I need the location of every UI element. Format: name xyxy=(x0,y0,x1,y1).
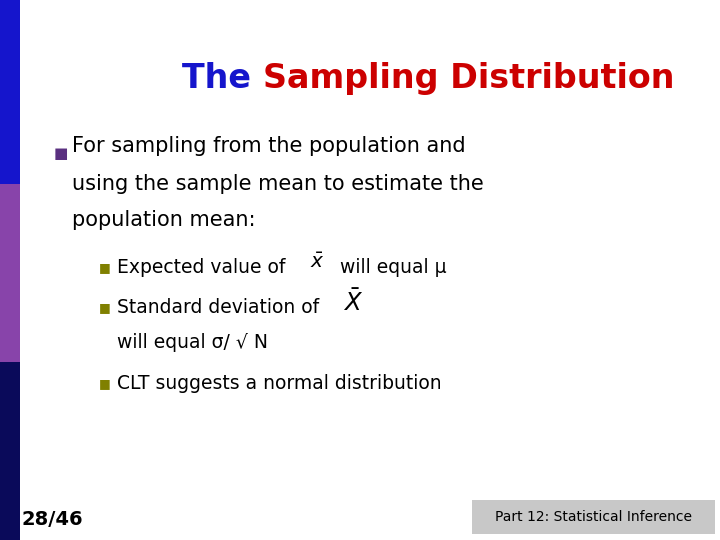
Text: Part 12: Statistical Inference: Part 12: Statistical Inference xyxy=(495,510,692,524)
Text: CLT suggests a normal distribution: CLT suggests a normal distribution xyxy=(117,374,441,393)
Text: 28/46: 28/46 xyxy=(22,510,84,529)
Text: For sampling from the population and: For sampling from the population and xyxy=(72,136,466,156)
Text: Standard deviation of: Standard deviation of xyxy=(117,298,319,318)
Text: $\bar{X}$: $\bar{X}$ xyxy=(343,289,364,316)
Bar xyxy=(0,0,20,184)
Text: will equal μ: will equal μ xyxy=(340,258,446,277)
Bar xyxy=(0,184,20,362)
Bar xyxy=(472,500,715,534)
Text: Sampling Distribution: Sampling Distribution xyxy=(263,62,675,95)
Text: ■: ■ xyxy=(54,146,68,161)
Text: ■: ■ xyxy=(99,377,110,390)
Bar xyxy=(0,362,20,540)
Text: ■: ■ xyxy=(99,261,110,274)
Text: population mean:: population mean: xyxy=(72,210,256,231)
Text: will equal σ/ √ N: will equal σ/ √ N xyxy=(117,333,268,353)
Text: Expected value of: Expected value of xyxy=(117,258,285,277)
Text: ■: ■ xyxy=(99,301,110,314)
Text: using the sample mean to estimate the: using the sample mean to estimate the xyxy=(72,173,484,194)
Text: $\bar{x}$: $\bar{x}$ xyxy=(310,253,324,273)
Text: The: The xyxy=(182,62,263,95)
